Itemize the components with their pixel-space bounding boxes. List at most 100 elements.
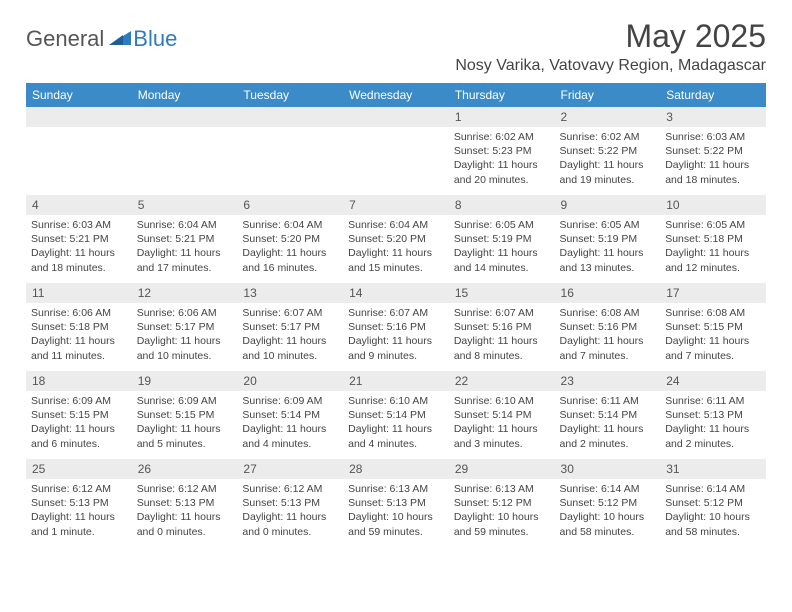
day-number: 26 <box>132 459 238 479</box>
day-details: Sunrise: 6:09 AMSunset: 5:15 PMDaylight:… <box>26 391 132 455</box>
calendar-day-cell: 2Sunrise: 6:02 AMSunset: 5:22 PMDaylight… <box>555 107 661 195</box>
calendar-day-cell: 8Sunrise: 6:05 AMSunset: 5:19 PMDaylight… <box>449 195 555 283</box>
calendar-day-cell: 30Sunrise: 6:14 AMSunset: 5:12 PMDayligh… <box>555 459 661 547</box>
location-subtitle: Nosy Varika, Vatovavy Region, Madagascar <box>455 57 766 75</box>
calendar-day-cell: 11Sunrise: 6:06 AMSunset: 5:18 PMDayligh… <box>26 283 132 371</box>
calendar-day-cell: 20Sunrise: 6:09 AMSunset: 5:14 PMDayligh… <box>237 371 343 459</box>
day-detail-line: Daylight: 11 hours and 19 minutes. <box>560 158 656 186</box>
day-detail-line: Sunrise: 6:04 AM <box>242 218 338 232</box>
day-details: Sunrise: 6:03 AMSunset: 5:21 PMDaylight:… <box>26 215 132 279</box>
day-number: 30 <box>555 459 661 479</box>
day-detail-line: Sunrise: 6:08 AM <box>665 306 761 320</box>
weekday-header: Sunday <box>26 83 132 107</box>
day-number: 18 <box>26 371 132 391</box>
day-detail-line: Daylight: 11 hours and 10 minutes. <box>242 334 338 362</box>
day-detail-line: Sunrise: 6:12 AM <box>31 482 127 496</box>
day-number: 23 <box>555 371 661 391</box>
day-number: 17 <box>660 283 766 303</box>
day-details: Sunrise: 6:12 AMSunset: 5:13 PMDaylight:… <box>26 479 132 543</box>
day-detail-line: Sunset: 5:21 PM <box>31 232 127 246</box>
day-number: 25 <box>26 459 132 479</box>
day-number: 3 <box>660 107 766 127</box>
calendar-day-cell: 29 Sunrise: 6:13 AMSunset: 5:12 PMDayligh… <box>449 459 555 547</box>
day-number: 24 <box>660 371 766 391</box>
day-detail-line: Daylight: 11 hours and 18 minutes. <box>665 158 761 186</box>
calendar-day-cell: 14Sunrise: 6:07 AMSunset: 5:16 PMDayligh… <box>343 283 449 371</box>
day-details: Sunrise: 6:13 AMSunset: 5:13 PMDaylight:… <box>343 479 449 543</box>
day-detail-line: Daylight: 11 hours and 7 minutes. <box>560 334 656 362</box>
day-details: Sunrise: 6:05 AMSunset: 5:19 PMDaylight:… <box>555 215 661 279</box>
day-detail-line: Daylight: 10 hours and 58 minutes. <box>560 510 656 538</box>
day-detail-line: Sunset: 5:14 PM <box>348 408 444 422</box>
day-number: 7 <box>343 195 449 215</box>
calendar-day-cell: 17 Sunrise: 6:08 AMSunset: 5:15 PMDayligh… <box>660 283 766 371</box>
day-detail-line: Sunrise: 6:09 AM <box>31 394 127 408</box>
weekday-header: Thursday <box>449 83 555 107</box>
day-detail-line: Sunrise: 6:07 AM <box>348 306 444 320</box>
day-detail-line: Daylight: 11 hours and 7 minutes. <box>665 334 761 362</box>
calendar-day-cell: 4Sunrise: 6:03 AMSunset: 5:21 PMDaylight… <box>26 195 132 283</box>
day-details: Sunrise: 6:05 AMSunset: 5:18 PMDaylight:… <box>660 215 766 279</box>
day-details: Sunrise: 6:03 AMSunset: 5:22 PMDaylight:… <box>660 127 766 191</box>
day-number: 12 <box>132 283 238 303</box>
day-number: 20 <box>237 371 343 391</box>
weekday-header: Tuesday <box>237 83 343 107</box>
day-detail-line: Sunset: 5:15 PM <box>665 320 761 334</box>
day-detail-line: Sunset: 5:14 PM <box>242 408 338 422</box>
day-detail-line: Sunset: 5:17 PM <box>242 320 338 334</box>
day-detail-line: Daylight: 11 hours and 0 minutes. <box>242 510 338 538</box>
day-details <box>132 127 238 134</box>
weekday-header: Monday <box>132 83 238 107</box>
calendar-week-row: 1Sunrise: 6:02 AMSunset: 5:23 PMDaylight… <box>26 107 766 195</box>
calendar-day-cell: 1Sunrise: 6:02 AMSunset: 5:23 PMDaylight… <box>449 107 555 195</box>
day-detail-line: Sunrise: 6:10 AM <box>454 394 550 408</box>
day-detail-line: Sunset: 5:15 PM <box>137 408 233 422</box>
day-number: 29 <box>449 459 555 479</box>
day-number: 11 <box>26 283 132 303</box>
day-number: 2 <box>555 107 661 127</box>
calendar-day-cell: 15Sunrise: 6:07 AMSunset: 5:16 PMDayligh… <box>449 283 555 371</box>
day-detail-line: Sunrise: 6:05 AM <box>560 218 656 232</box>
calendar-day-cell: 27Sunrise: 6:12 AMSunset: 5:13 PMDayligh… <box>237 459 343 547</box>
calendar-day-cell: 6Sunrise: 6:04 AMSunset: 5:20 PMDaylight… <box>237 195 343 283</box>
day-detail-line: Daylight: 11 hours and 12 minutes. <box>665 246 761 274</box>
day-detail-line: Sunrise: 6:11 AM <box>560 394 656 408</box>
calendar-day-cell: 24Sunrise: 6:11 AMSunset: 5:13 PMDayligh… <box>660 371 766 459</box>
day-detail-line: Daylight: 11 hours and 6 minutes. <box>31 422 127 450</box>
day-detail-line: Daylight: 11 hours and 3 minutes. <box>454 422 550 450</box>
day-detail-line: Sunset: 5:22 PM <box>665 144 761 158</box>
logo-text-blue: Blue <box>133 26 177 52</box>
calendar-day-cell: 22Sunrise: 6:10 AMSunset: 5:14 PMDayligh… <box>449 371 555 459</box>
day-detail-line: Sunrise: 6:07 AM <box>454 306 550 320</box>
day-detail-line: Daylight: 10 hours and 59 minutes. <box>454 510 550 538</box>
day-number: 31 <box>660 459 766 479</box>
day-detail-line: Daylight: 11 hours and 18 minutes. <box>31 246 127 274</box>
day-detail-line: Daylight: 10 hours and 58 minutes. <box>665 510 761 538</box>
day-detail-line: Sunset: 5:16 PM <box>348 320 444 334</box>
day-number <box>132 107 238 127</box>
logo-text-general: General <box>26 26 104 52</box>
day-detail-line: Sunset: 5:18 PM <box>31 320 127 334</box>
day-detail-line: Sunset: 5:12 PM <box>454 496 550 510</box>
day-number: 21 <box>343 371 449 391</box>
day-detail-line: Sunset: 5:16 PM <box>560 320 656 334</box>
day-detail-line: Sunrise: 6:13 AM <box>454 482 550 496</box>
day-details: Sunrise: 6:04 AMSunset: 5:20 PMDaylight:… <box>343 215 449 279</box>
day-detail-line: Sunset: 5:20 PM <box>348 232 444 246</box>
day-detail-line: Daylight: 11 hours and 4 minutes. <box>348 422 444 450</box>
day-detail-line: Sunset: 5:18 PM <box>665 232 761 246</box>
day-detail-line: Sunrise: 6:11 AM <box>665 394 761 408</box>
logo: General Blue <box>26 18 177 52</box>
weekday-header: Saturday <box>660 83 766 107</box>
day-detail-line: Sunrise: 6:02 AM <box>454 130 550 144</box>
weekday-header: Wednesday <box>343 83 449 107</box>
day-details: Sunrise: 6:02 AMSunset: 5:22 PMDaylight:… <box>555 127 661 191</box>
day-details: Sunrise: 6:11 AMSunset: 5:13 PMDaylight:… <box>660 391 766 455</box>
day-detail-line: Daylight: 11 hours and 5 minutes. <box>137 422 233 450</box>
day-number: 16 <box>555 283 661 303</box>
day-detail-line: Sunset: 5:17 PM <box>137 320 233 334</box>
day-details <box>237 127 343 134</box>
month-title: May 2025 <box>455 18 766 55</box>
weekday-header: Friday <box>555 83 661 107</box>
calendar-day-cell: 26Sunrise: 6:12 AMSunset: 5:13 PMDayligh… <box>132 459 238 547</box>
